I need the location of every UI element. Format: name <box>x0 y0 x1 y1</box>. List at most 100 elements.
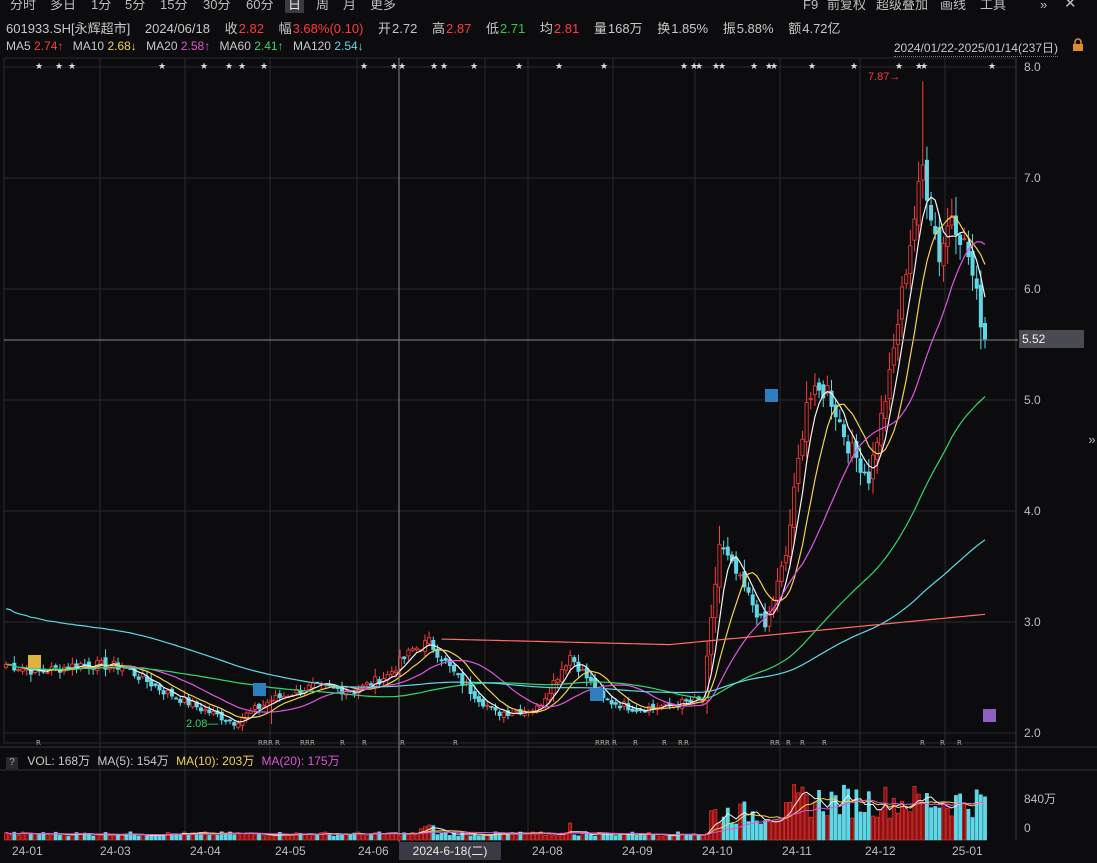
f9-button[interactable]: F9 <box>803 0 819 12</box>
period-tab-active[interactable]: 日 <box>285 0 305 13</box>
volume-bar <box>792 784 797 841</box>
candle-body <box>576 661 581 672</box>
close-icon[interactable]: ✕ <box>1064 0 1077 12</box>
candle-body <box>398 657 403 670</box>
event-star-icon: ★ <box>770 62 778 72</box>
help-icon[interactable]: ? <box>6 757 18 769</box>
candle-body <box>617 705 622 709</box>
draw-button[interactable]: 画线 <box>940 0 967 12</box>
volume-bar <box>111 835 116 841</box>
high-value: 2.87 <box>446 21 472 36</box>
candle-body <box>900 286 905 320</box>
volume-tick-label: 0 <box>1024 821 1031 835</box>
ma5-label: MA5 <box>6 39 31 53</box>
candle-body <box>821 384 826 399</box>
amount-value: 4.72亿 <box>802 21 841 36</box>
volume-bar <box>493 831 498 841</box>
candle-body <box>406 649 411 657</box>
event-r-marker: R <box>684 739 689 747</box>
event-r-marker: R <box>36 739 41 747</box>
vol-ma5-label: MA(5): <box>97 754 134 768</box>
period-tab[interactable]: 60分 <box>246 0 274 12</box>
ma5-value: 2.74↑ <box>34 39 64 53</box>
candle-body <box>613 702 618 705</box>
lock-icon[interactable] <box>1071 38 1085 52</box>
event-r-marker: R <box>268 739 273 747</box>
candle-body <box>70 663 75 671</box>
candle-body <box>190 700 195 708</box>
event-star-icon: ★ <box>680 62 688 72</box>
event-r-marker: R <box>770 739 775 747</box>
volume-bar <box>912 786 917 841</box>
tools-button[interactable]: 工具 <box>980 0 1007 12</box>
candle-body <box>485 704 490 707</box>
volume-bar <box>223 833 228 841</box>
volume-bar <box>124 833 129 841</box>
period-tab[interactable]: 周 <box>316 0 330 12</box>
period-tab[interactable]: 分时 <box>10 0 37 12</box>
candle-body <box>439 659 444 662</box>
candle-body <box>157 684 162 691</box>
period-tab[interactable]: 30分 <box>203 0 231 12</box>
period-tab[interactable]: 多日 <box>50 0 77 12</box>
period-tab[interactable]: 更多 <box>370 0 397 12</box>
candle-body <box>841 424 846 438</box>
candle-body <box>609 700 614 705</box>
high-label: 高 <box>431 21 445 36</box>
overlay-button[interactable]: 超级叠加 <box>876 0 929 12</box>
volume-bar <box>456 835 461 841</box>
event-r-marker: R <box>340 739 345 747</box>
candle-body <box>758 613 763 616</box>
volume-bar <box>891 798 896 841</box>
event-r-marker: R <box>920 739 925 747</box>
low-label: 低 <box>485 21 499 36</box>
event-star-icon: ★ <box>238 62 246 72</box>
volume-bar <box>671 835 676 841</box>
more-icon[interactable]: » <box>1040 0 1048 12</box>
candle-body <box>472 691 477 699</box>
candle-body <box>547 692 552 701</box>
price-tick-label: 7.0 <box>1024 171 1041 185</box>
candle-body <box>161 690 166 695</box>
volume-bar <box>750 811 755 841</box>
max-price-annotation: 7.87→ <box>868 71 900 83</box>
candle-body <box>273 694 278 702</box>
volume-bar <box>642 835 647 841</box>
event-star-icon: ★ <box>158 62 166 72</box>
date-tick-label: 24-01 <box>12 844 43 858</box>
period-tab[interactable]: 15分 <box>160 0 188 12</box>
volume-bar <box>837 814 842 841</box>
event-r-marker: R <box>362 739 367 747</box>
volume-bar <box>132 834 137 841</box>
event-star-icon: ★ <box>390 62 398 72</box>
candle-body <box>738 574 743 577</box>
period-tab[interactable]: 5分 <box>125 0 146 12</box>
volume-bar <box>958 793 963 841</box>
event-tag-icon <box>765 389 778 402</box>
candle-body <box>646 706 651 713</box>
volume-bar <box>692 834 697 841</box>
period-tab[interactable]: 1分 <box>91 0 112 12</box>
candle-body <box>559 669 564 683</box>
candle-body <box>252 705 257 710</box>
ma10-line <box>43 215 986 719</box>
candle-body <box>223 719 228 722</box>
date-range-selector[interactable]: 2024/01/22-2025/01/14(237日) <box>893 41 1058 57</box>
side-panel-handle[interactable]: » <box>1088 432 1096 447</box>
volume-bar <box>601 834 606 841</box>
period-tab[interactable]: 月 <box>343 0 357 12</box>
candle-body <box>178 698 183 703</box>
volume-bar <box>866 791 871 841</box>
volume-bar <box>472 833 477 841</box>
date-tick-label: 24-04 <box>190 844 221 858</box>
adjust-button[interactable]: 前复权 <box>827 0 867 12</box>
volume-bar <box>779 818 784 841</box>
ma10-label: MA10 <box>72 39 105 53</box>
volume-bar <box>406 834 411 841</box>
candle-body <box>481 698 486 707</box>
volume-bar <box>754 820 759 841</box>
candle-body <box>684 699 689 702</box>
close-label: 收 <box>224 21 238 36</box>
volume-bar <box>365 835 369 841</box>
